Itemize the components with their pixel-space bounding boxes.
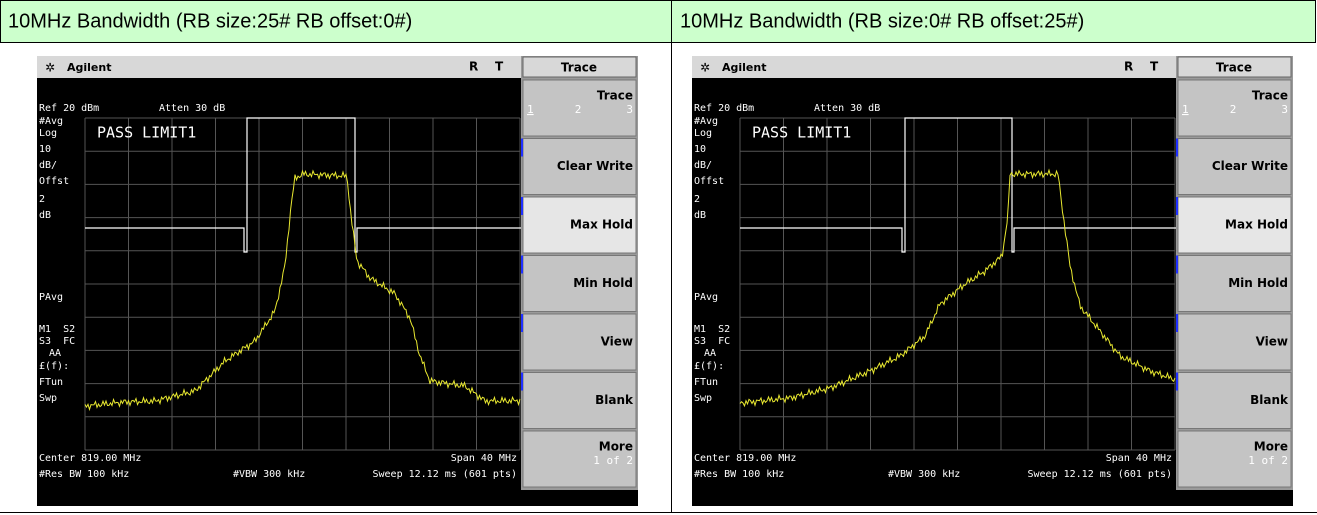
annotation: 2 — [39, 194, 45, 205]
annotation: FTun — [694, 377, 718, 388]
softkey-label: Min Hold — [573, 276, 633, 290]
annotation: £(f): — [694, 361, 724, 372]
annotation: S3 FC — [39, 336, 75, 347]
softkey-label: Trace — [1252, 89, 1288, 103]
annotation: Swp — [694, 393, 712, 404]
softkey-label: View — [1256, 335, 1288, 349]
attenuation: Atten 30 dB — [814, 103, 880, 114]
document: 10MHz Bandwidth (RB size:25# RB offset:0… — [0, 0, 1317, 515]
annotation: #Avg — [39, 116, 63, 127]
span: Span 40 MHz — [451, 453, 517, 464]
page: 10MHz Bandwidth (RB size:25# RB offset:0… — [0, 0, 1317, 515]
annotation: 10 — [39, 144, 51, 155]
softkey-label: Min Hold — [1228, 276, 1288, 290]
softkey-sub: 3 — [1281, 103, 1288, 116]
status-r: R — [469, 60, 478, 74]
annotation: S3 FC — [694, 336, 730, 347]
status-t: T — [495, 60, 504, 74]
softkey-sub: 1 — [527, 103, 534, 116]
annotation: dB — [694, 210, 706, 221]
vbw: #VBW 300 kHz — [888, 469, 960, 480]
annotation: dB/ — [694, 160, 712, 171]
annotation: Offst — [694, 176, 724, 187]
softkey-label: View — [601, 335, 633, 349]
softkey-sub: 3 — [626, 103, 633, 116]
softkey-sub: 1 of 2 — [593, 454, 633, 467]
annotation: FTun — [39, 377, 63, 388]
softkey-sub: 1 of 2 — [1248, 454, 1288, 467]
limit-message: PASS LIMIT1 — [97, 124, 196, 142]
menu-title: Trace — [561, 61, 597, 75]
annotation: 10 — [694, 144, 706, 155]
annotation: M1 S2 — [39, 324, 75, 335]
span: Span 40 MHz — [1106, 453, 1172, 464]
menu-title: Trace — [1216, 61, 1252, 75]
softkey-label: Clear Write — [1212, 159, 1288, 173]
annotation: AA — [49, 348, 61, 359]
annotation: #Avg — [694, 116, 718, 127]
annotation: AA — [704, 348, 716, 359]
vbw: #VBW 300 kHz — [233, 469, 305, 480]
status-r: R — [1124, 60, 1133, 74]
copyright: Copyright 2000-2012 Agilent Technologies — [695, 492, 958, 505]
brand-icon: ✲ — [45, 61, 55, 75]
annotation: 2 — [694, 194, 700, 205]
softkey-label: More — [1254, 440, 1288, 454]
annotation: Swp — [39, 393, 57, 404]
softkey-label: Blank — [595, 393, 634, 407]
softkey-label: More — [599, 440, 633, 454]
ref-level: Ref 20 dBm — [39, 103, 99, 114]
sweep: Sweep 12.12 ms (601 pts) — [1028, 469, 1173, 480]
ref-level: Ref 20 dBm — [694, 103, 754, 114]
softkey-label: Max Hold — [1225, 218, 1288, 232]
sweep: Sweep 12.12 ms (601 pts) — [373, 469, 518, 480]
annotation: PAvg — [39, 292, 63, 303]
softkey-sub: 2 — [1230, 103, 1237, 116]
annotation: PAvg — [694, 292, 718, 303]
softkey-sub: 1 — [1182, 103, 1189, 116]
softkey-label: Blank — [1250, 393, 1289, 407]
status-t: T — [1150, 60, 1159, 74]
analyzer-screen: ✲ Agilent R T Trace Ref 20 dBm Atten 30 dB #Avg… — [692, 56, 1293, 506]
annotation: Offst — [39, 176, 69, 187]
res-bw: #Res BW 100 kHz — [39, 469, 129, 480]
center-freq: Center 819.00 MHz — [39, 453, 141, 464]
res-bw: #Res BW 100 kHz — [694, 469, 784, 480]
annotation: Log — [694, 128, 712, 139]
softkey-label: Max Hold — [570, 218, 633, 232]
annotation: dB/ — [39, 160, 57, 171]
brand: Agilent — [67, 61, 111, 74]
attenuation: Atten 30 dB — [159, 103, 225, 114]
limit-message: PASS LIMIT1 — [752, 124, 851, 142]
annotation: dB — [39, 210, 51, 221]
analyzer-screen: ✲ Agilent R T Trace Ref 20 dBm Atten 30 dB #Avg… — [37, 56, 638, 506]
annotation: M1 S2 — [694, 324, 730, 335]
header-text: 10MHz Bandwidth (RB size:0# RB offset:25… — [680, 10, 1084, 32]
brand: Agilent — [722, 61, 766, 74]
softkey-label: Trace — [597, 89, 633, 103]
copyright: Copyright 2000-2012 Agilent Technologies — [40, 492, 303, 505]
softkey-sub: 2 — [575, 103, 582, 116]
brand-icon: ✲ — [700, 61, 710, 75]
annotation: £(f): — [39, 361, 69, 372]
header-text: 10MHz Bandwidth (RB size:25# RB offset:0… — [8, 10, 412, 32]
softkey-label: Clear Write — [557, 159, 633, 173]
annotation: Log — [39, 128, 57, 139]
center-freq: Center 819.00 MHz — [694, 453, 796, 464]
